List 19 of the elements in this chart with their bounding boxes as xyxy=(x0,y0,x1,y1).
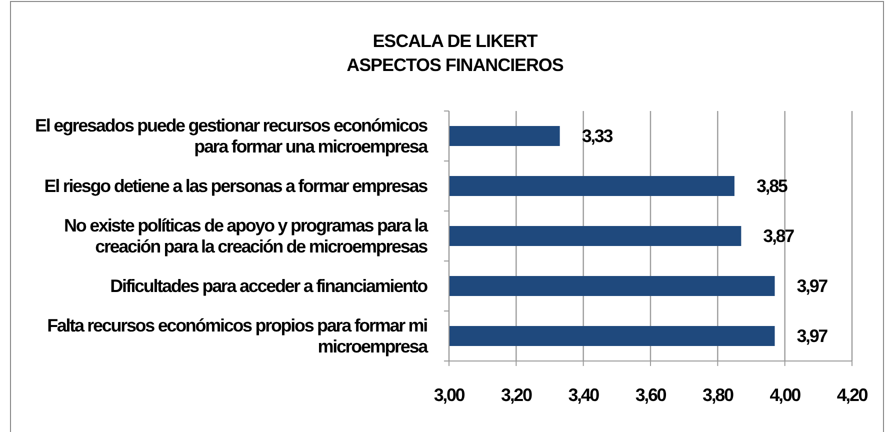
x-tick-label: 3,00 xyxy=(434,384,466,405)
x-tick-label: 4,20 xyxy=(836,384,868,405)
y-tick-label: El egresados puede gestionar recursos económicos para formar una microempresa xyxy=(35,116,430,156)
y-tick-label: Dificultades para acceder a financiamiento xyxy=(110,276,428,296)
data-label: 3,97 xyxy=(796,326,828,346)
chart-title: ESCALA DE LIKERT xyxy=(372,30,538,52)
data-label: 3,33 xyxy=(582,126,614,146)
y-tick-label: El riesgo detiene a las personas a formar empresas xyxy=(44,176,428,196)
data-label: 3,87 xyxy=(763,226,795,246)
x-tick-label: 3,20 xyxy=(501,384,532,405)
x-tick-label: 3,60 xyxy=(635,384,667,405)
data-label: 3,97 xyxy=(796,276,828,296)
chart-subtitle: ASPECTOS FINANCIEROS xyxy=(346,54,564,76)
x-tick-label: 3,80 xyxy=(702,384,734,405)
x-tick-label: 4,00 xyxy=(770,384,802,405)
x-tick-label: 3,40 xyxy=(568,384,600,405)
y-tick-label: No existe políticas de apoyo y programas para la creación para la creación de microempresas xyxy=(64,216,430,256)
data-label: 3,85 xyxy=(756,176,788,196)
y-tick-label: Falta recursos económicos propios para formar mi microempresa xyxy=(47,316,430,356)
